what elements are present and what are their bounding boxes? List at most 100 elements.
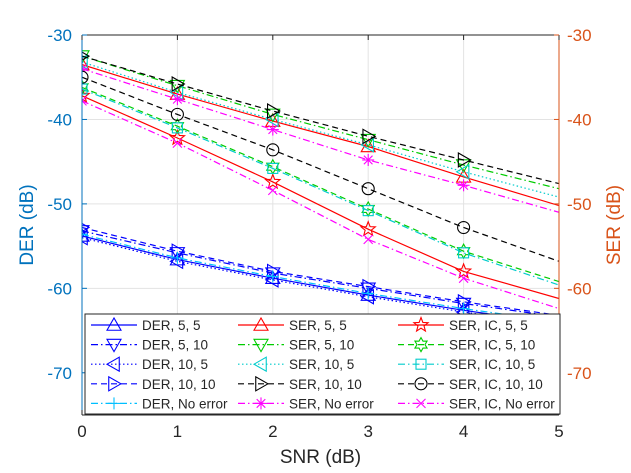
marker-triangle-left (455, 163, 470, 180)
marker-triangle-left (82, 229, 88, 246)
series-ser-ic-10-5 (82, 83, 559, 286)
legend-label: DER, No error (142, 396, 228, 411)
marker-star (264, 172, 282, 190)
x-axis-label: SNR (dB) (280, 447, 361, 468)
marker-triangle-right (266, 263, 281, 280)
marker-x-b (363, 234, 374, 245)
legend-label: DER, 5, 10 (142, 338, 208, 353)
series-line (82, 55, 559, 185)
y-right-tick-label: -50 (567, 195, 592, 214)
marker-triangle-right (82, 51, 91, 61)
marker-square (415, 358, 427, 370)
series-der-10-10 (82, 222, 559, 316)
series-line (82, 86, 559, 283)
marker-triangle-right (457, 152, 472, 168)
series-line (82, 64, 559, 207)
series-line (82, 100, 559, 310)
legend-label: SER, 5, 5 (289, 318, 347, 333)
marker-x-b (458, 273, 469, 284)
y-right-tick-label: -40 (567, 110, 592, 129)
x-tick-label: 5 (554, 422, 563, 441)
marker-square (362, 205, 374, 217)
marker-square (267, 162, 279, 174)
legend-item: SER, IC, 5, 5 (398, 315, 528, 333)
legend-item: SER, IC, 10, 5 (398, 357, 535, 372)
marker-triangle-up (360, 138, 377, 153)
legend-item: DER, 10, 5 (91, 356, 208, 373)
marker-hexagram (82, 79, 90, 96)
marker-asterisk-b (82, 64, 87, 70)
legend-label: SER, IC, 5, 10 (449, 338, 535, 353)
legend-label: DER, 10, 5 (142, 357, 208, 372)
y-left-tick-label: -50 (47, 195, 72, 214)
series-line (82, 68, 559, 213)
marker-circle (457, 220, 471, 235)
legend-item: SER, 5, 5 (238, 316, 347, 333)
y-right-tick-label: -60 (567, 279, 592, 298)
x-tick-label: 1 (173, 422, 182, 441)
marker-asterisk-b (363, 155, 373, 165)
series-line (82, 95, 559, 300)
marker-square (82, 83, 88, 95)
marker-triangle-right (108, 375, 123, 392)
series-ser-ic-5-5 (82, 86, 559, 300)
marker-x-b (416, 398, 426, 409)
marker-triangle-right (171, 76, 186, 92)
legend-item: SER, 5, 10 (238, 338, 354, 353)
marker-triangle-right (362, 128, 377, 145)
marker-circle (170, 107, 184, 121)
series-line (82, 55, 559, 190)
marker-circle (361, 182, 375, 196)
x-tick-label: 2 (268, 422, 277, 441)
marker-asterisk-b (268, 124, 278, 135)
legend-item: DER, 5, 5 (91, 316, 201, 333)
legend-item: DER, 10, 10 (91, 375, 216, 392)
marker-x-b (82, 95, 87, 102)
legend-label: SER, 10, 10 (289, 377, 362, 392)
marker-triangle-right (82, 222, 91, 233)
marker-x-b (172, 138, 183, 148)
series-line (82, 235, 559, 325)
legend-item: SER, No error (238, 396, 374, 411)
marker-asterisk-b (458, 180, 469, 191)
marker-triangle-left (82, 54, 88, 70)
legend-item: SER, IC, 10, 10 (398, 377, 543, 392)
marker-hexagram (413, 336, 429, 353)
series-der-no-error (82, 228, 559, 323)
legend-label: SER, IC, 10, 10 (449, 377, 543, 392)
marker-asterisk-b (256, 398, 266, 409)
marker-triangle-down (106, 338, 122, 353)
y-left-tick-label: -40 (47, 110, 72, 129)
marker-triangle-up (82, 56, 90, 71)
marker-triangle-right (255, 375, 270, 392)
marker-triangle-up (253, 316, 269, 331)
marker-star (359, 220, 377, 237)
y-right-axis-label: SER (dB) (604, 185, 625, 265)
marker-triangle-down (264, 108, 281, 123)
marker-square (458, 247, 470, 259)
series-ser-ic-no-error (82, 95, 559, 310)
marker-triangle-right (171, 243, 186, 260)
marker-star (412, 315, 430, 333)
legend-label: SER, IC, No error (449, 396, 555, 411)
legend-box (84, 313, 561, 415)
legend-item: SER, IC, 5, 10 (398, 336, 535, 353)
marker-circle (414, 377, 428, 391)
legend-item: SER, 10, 5 (238, 356, 354, 372)
legend-item: DER, 5, 10 (91, 338, 208, 353)
marker-square (171, 122, 183, 134)
marker-triangle-right (457, 293, 472, 310)
marker-asterisk-b (172, 94, 183, 104)
marker-circle (82, 70, 89, 84)
marker-triangle-down (253, 338, 269, 353)
marker-star (455, 262, 473, 279)
marker-triangle-down (360, 133, 377, 148)
marker-triangle-left (105, 356, 120, 373)
legend-label: SER, IC, 10, 5 (449, 357, 535, 372)
legend-label: DER, 10, 10 (142, 377, 216, 392)
y-right-tick-label: -30 (567, 26, 592, 45)
marker-triangle-up (106, 316, 122, 331)
legend-item: DER, No error (91, 396, 228, 411)
series-line (82, 226, 559, 316)
y-right-tick-label: -70 (567, 364, 592, 383)
